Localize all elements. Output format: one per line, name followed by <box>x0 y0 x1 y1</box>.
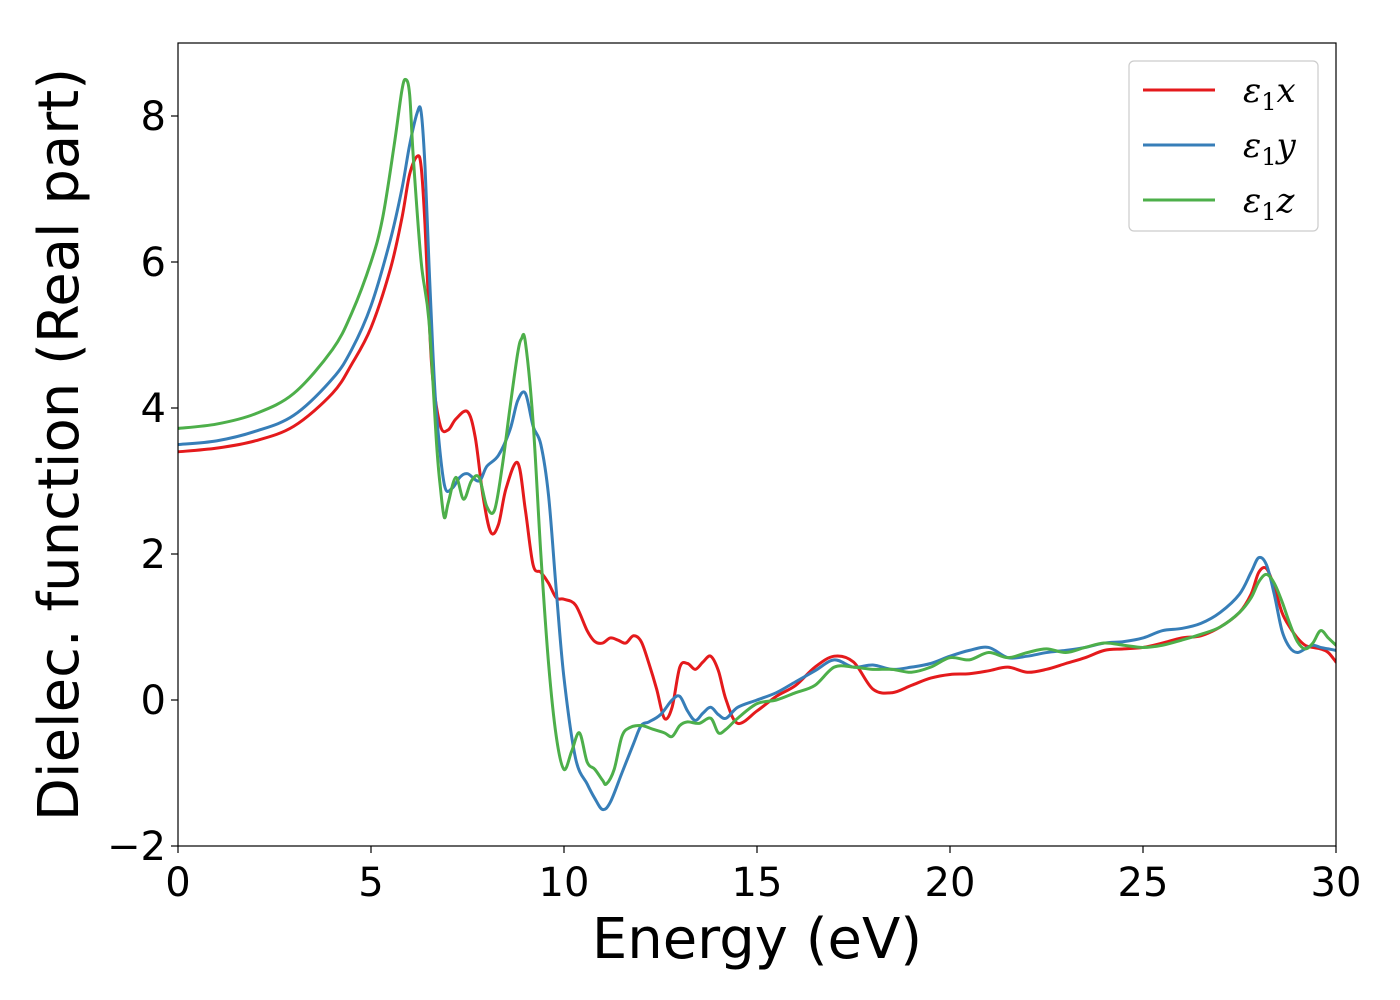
series-line-z <box>178 77 1336 786</box>
x-tick-label: 10 <box>539 860 590 906</box>
x-tick-label: 5 <box>358 860 383 906</box>
legend: ε1x ε1y ε1z <box>1128 60 1319 232</box>
x-tick-label: 30 <box>1311 860 1362 906</box>
legend-label-x: ε1x <box>1243 71 1296 116</box>
x-axis-label: Energy (eV) <box>592 907 922 972</box>
y-tick-label: 0 <box>141 678 166 724</box>
y-tick-label: 4 <box>141 386 166 432</box>
y-axis-ticks: −2 0 2 4 6 8 <box>107 94 178 870</box>
legend-box <box>1128 60 1319 232</box>
x-tick-label: 20 <box>925 860 976 906</box>
series-line-y <box>178 105 1336 812</box>
plot-lines <box>178 77 1336 812</box>
y-tick-label: −2 <box>107 824 166 870</box>
y-tick-label: 8 <box>141 94 166 140</box>
series-line-x <box>178 154 1336 726</box>
y-tick-label: 6 <box>141 240 166 286</box>
x-tick-label: 0 <box>165 860 190 906</box>
legend-label-z: ε1z <box>1243 181 1296 226</box>
x-axis-ticks: 0 5 10 15 20 25 30 <box>165 846 1361 906</box>
x-tick-label: 25 <box>1118 860 1169 906</box>
x-tick-label: 15 <box>732 860 783 906</box>
legend-label-y: ε1y <box>1243 126 1297 171</box>
y-tick-label: 2 <box>141 532 166 578</box>
y-axis-label: Dielec. function (Real part) <box>27 68 92 821</box>
